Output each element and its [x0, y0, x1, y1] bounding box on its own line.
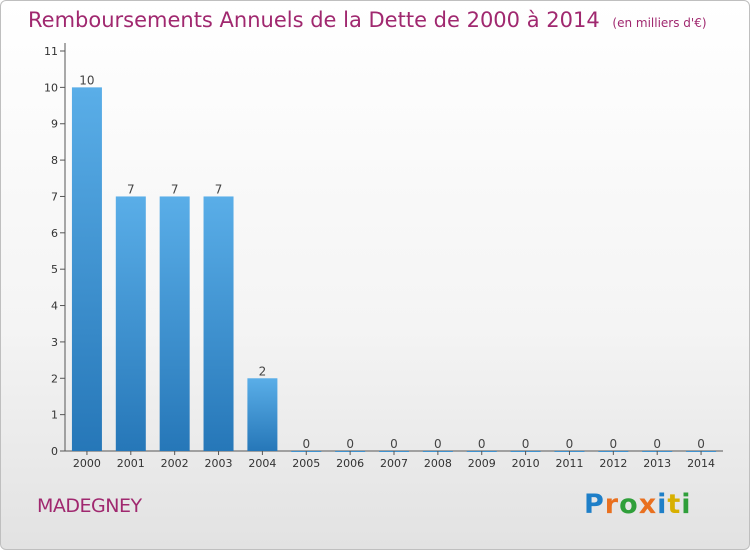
logo-letter: o: [619, 489, 639, 520]
bar: [203, 196, 234, 451]
commune-name: MADEGNEY: [37, 495, 142, 517]
y-tick-label: 5: [51, 263, 58, 276]
data-label: 7: [127, 182, 135, 196]
data-label: 0: [566, 437, 574, 451]
data-label: 0: [697, 437, 705, 451]
x-tick-label: 2012: [599, 457, 627, 470]
data-label: 7: [215, 182, 223, 196]
x-tick-label: 2004: [248, 457, 276, 470]
y-tick-label: 3: [51, 336, 58, 349]
y-tick-label: 6: [51, 227, 58, 240]
x-tick-label: 2008: [424, 457, 452, 470]
data-label: 0: [478, 437, 486, 451]
bar: [159, 196, 190, 451]
data-label: 0: [346, 437, 354, 451]
logo-letter: i: [681, 489, 692, 520]
y-tick-label: 8: [51, 154, 58, 167]
data-label: 0: [302, 437, 310, 451]
y-tick-label: 7: [51, 190, 58, 203]
y-tick-label: 9: [51, 118, 58, 131]
x-tick-label: 2011: [555, 457, 583, 470]
y-tick-label: 2: [51, 372, 58, 385]
data-label: 0: [522, 437, 530, 451]
chart-unit: (en milliers d'€): [612, 16, 707, 30]
bar: [71, 87, 102, 451]
data-label: 0: [434, 437, 442, 451]
x-tick-label: 2009: [468, 457, 496, 470]
x-tick-label: 2005: [292, 457, 320, 470]
x-tick-label: 2001: [117, 457, 145, 470]
x-tick-label: 2014: [687, 457, 715, 470]
logo-letter: x: [638, 489, 658, 520]
logo-letter: i: [657, 489, 668, 520]
proxiti-logo: Proxiti: [584, 489, 692, 520]
y-tick-label: 4: [51, 300, 58, 313]
chart-title: Remboursements Annuels de la Dette de 20…: [28, 8, 707, 32]
x-tick-label: 2006: [336, 457, 364, 470]
logo-letter: r: [604, 489, 620, 520]
data-label: 0: [610, 437, 618, 451]
x-tick-label: 2013: [643, 457, 671, 470]
logo-letter: P: [584, 489, 605, 520]
x-tick-label: 2000: [73, 457, 101, 470]
chart-title-text: Remboursements Annuels de la Dette de 20…: [28, 8, 600, 32]
y-tick-label: 0: [51, 445, 58, 458]
x-tick-label: 2002: [161, 457, 189, 470]
x-tick-label: 2007: [380, 457, 408, 470]
x-tick-label: 2003: [205, 457, 233, 470]
data-label: 7: [171, 182, 179, 196]
data-label: 2: [259, 364, 267, 378]
y-tick-label: 11: [44, 45, 58, 58]
y-tick-label: 1: [51, 409, 58, 422]
data-label: 0: [653, 437, 661, 451]
bar: [115, 196, 146, 451]
data-label: 0: [390, 437, 398, 451]
logo-letter: t: [667, 489, 682, 520]
y-tick-label: 10: [44, 81, 58, 94]
bar: [247, 378, 278, 451]
data-label: 10: [79, 73, 94, 87]
x-tick-label: 2010: [512, 457, 540, 470]
